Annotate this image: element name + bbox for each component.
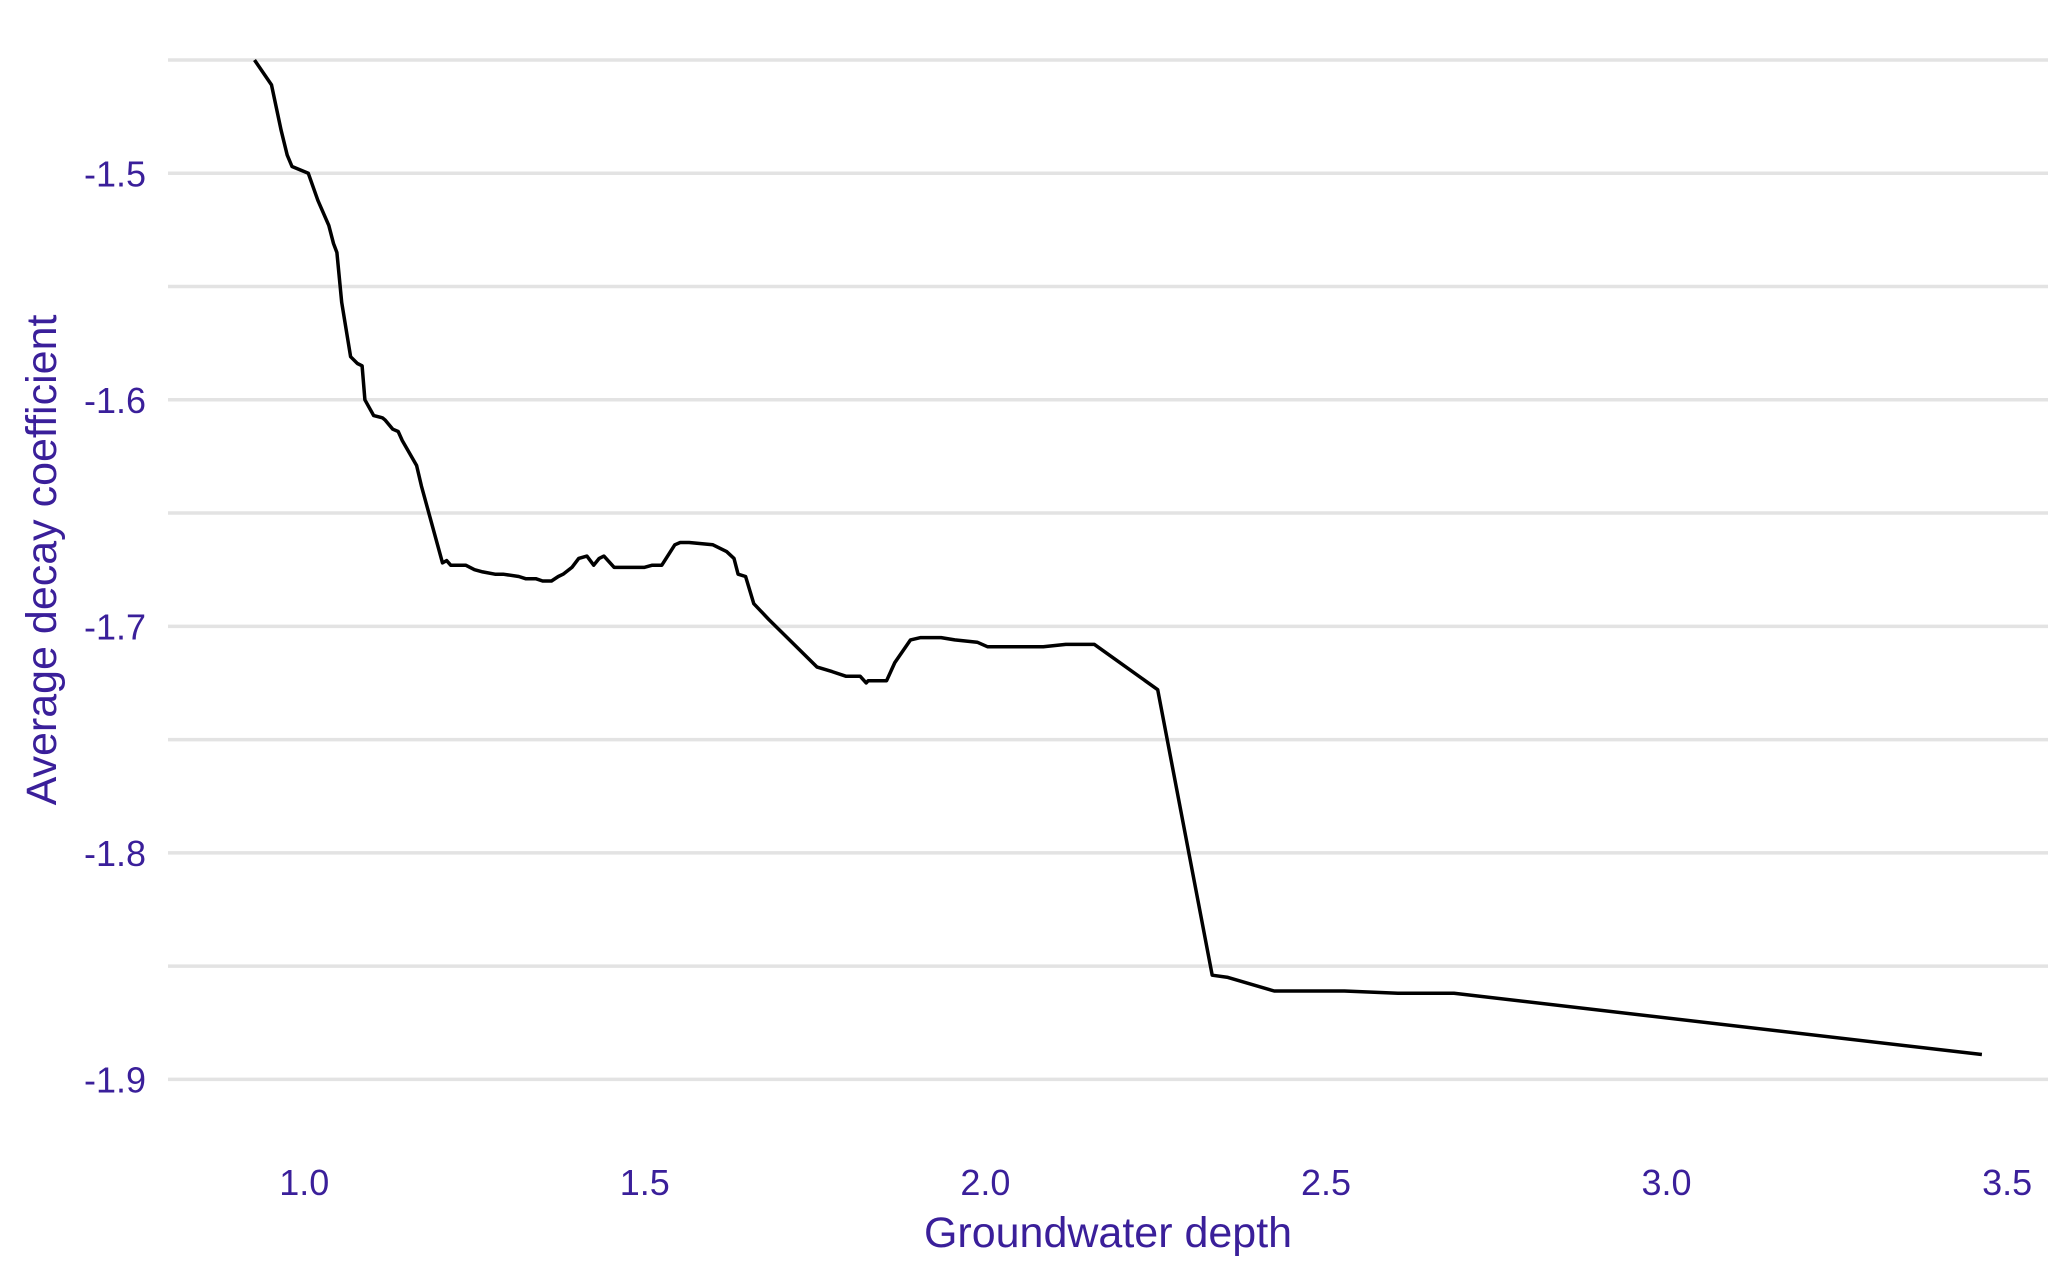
y-tick-label: -1.8 <box>84 833 146 874</box>
x-tick-label: 3.5 <box>1982 1162 2032 1203</box>
y-tick-label: -1.6 <box>84 380 146 421</box>
y-tick-label: -1.5 <box>84 153 146 194</box>
x-axis-ticks: 1.0 1.5 2.0 2.5 3.0 3.5 <box>279 1162 2032 1203</box>
x-axis-title: Groundwater depth <box>924 1209 1292 1257</box>
x-tick-label: 2.5 <box>1301 1162 1351 1203</box>
y-tick-label: -1.9 <box>84 1059 146 1100</box>
series-line-0 <box>253 59 1983 1057</box>
x-tick-label: 1.0 <box>279 1162 329 1203</box>
gridlines <box>168 58 2048 1082</box>
series-layer <box>253 59 1983 1057</box>
y-axis-title: Average decay coefficient <box>18 315 66 806</box>
x-tick-label: 1.5 <box>620 1162 670 1203</box>
y-axis-ticks: -1.5 -1.6 -1.7 -1.8 -1.9 <box>84 153 146 1100</box>
y-tick-label: -1.7 <box>84 606 146 647</box>
x-tick-label: 3.0 <box>1642 1162 1692 1203</box>
x-tick-label: 2.0 <box>960 1162 1010 1203</box>
